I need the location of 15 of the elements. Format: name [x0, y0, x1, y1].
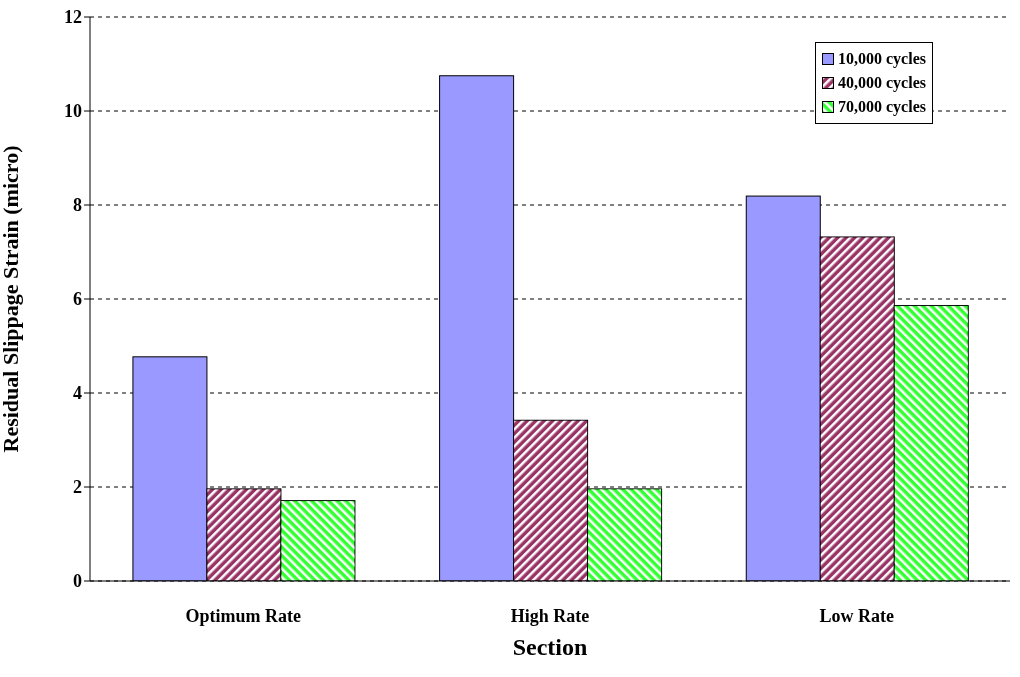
legend-label: 40,000 cycles — [838, 73, 926, 94]
x-axis-title: Section — [512, 634, 588, 660]
x-tick-label: High Rate — [510, 605, 590, 626]
x-tick-label: Low Rate — [819, 605, 894, 626]
y-tick-label: 10 — [64, 101, 82, 122]
y-tick-label: 4 — [73, 383, 82, 404]
y-tick-label: 2 — [73, 477, 82, 498]
legend-label: 10,000 cycles — [838, 49, 926, 70]
y-tick-label: 0 — [73, 571, 82, 592]
y-axis-title: Residual Slippage Strain (micro) — [0, 145, 23, 453]
x-tick-label: Optimum Rate — [185, 605, 302, 626]
y-tick-label: 6 — [73, 289, 82, 310]
legend-label: 70,000 cycles — [838, 97, 926, 118]
y-tick-label: 8 — [73, 195, 82, 216]
y-tick-label: 12 — [64, 7, 82, 28]
